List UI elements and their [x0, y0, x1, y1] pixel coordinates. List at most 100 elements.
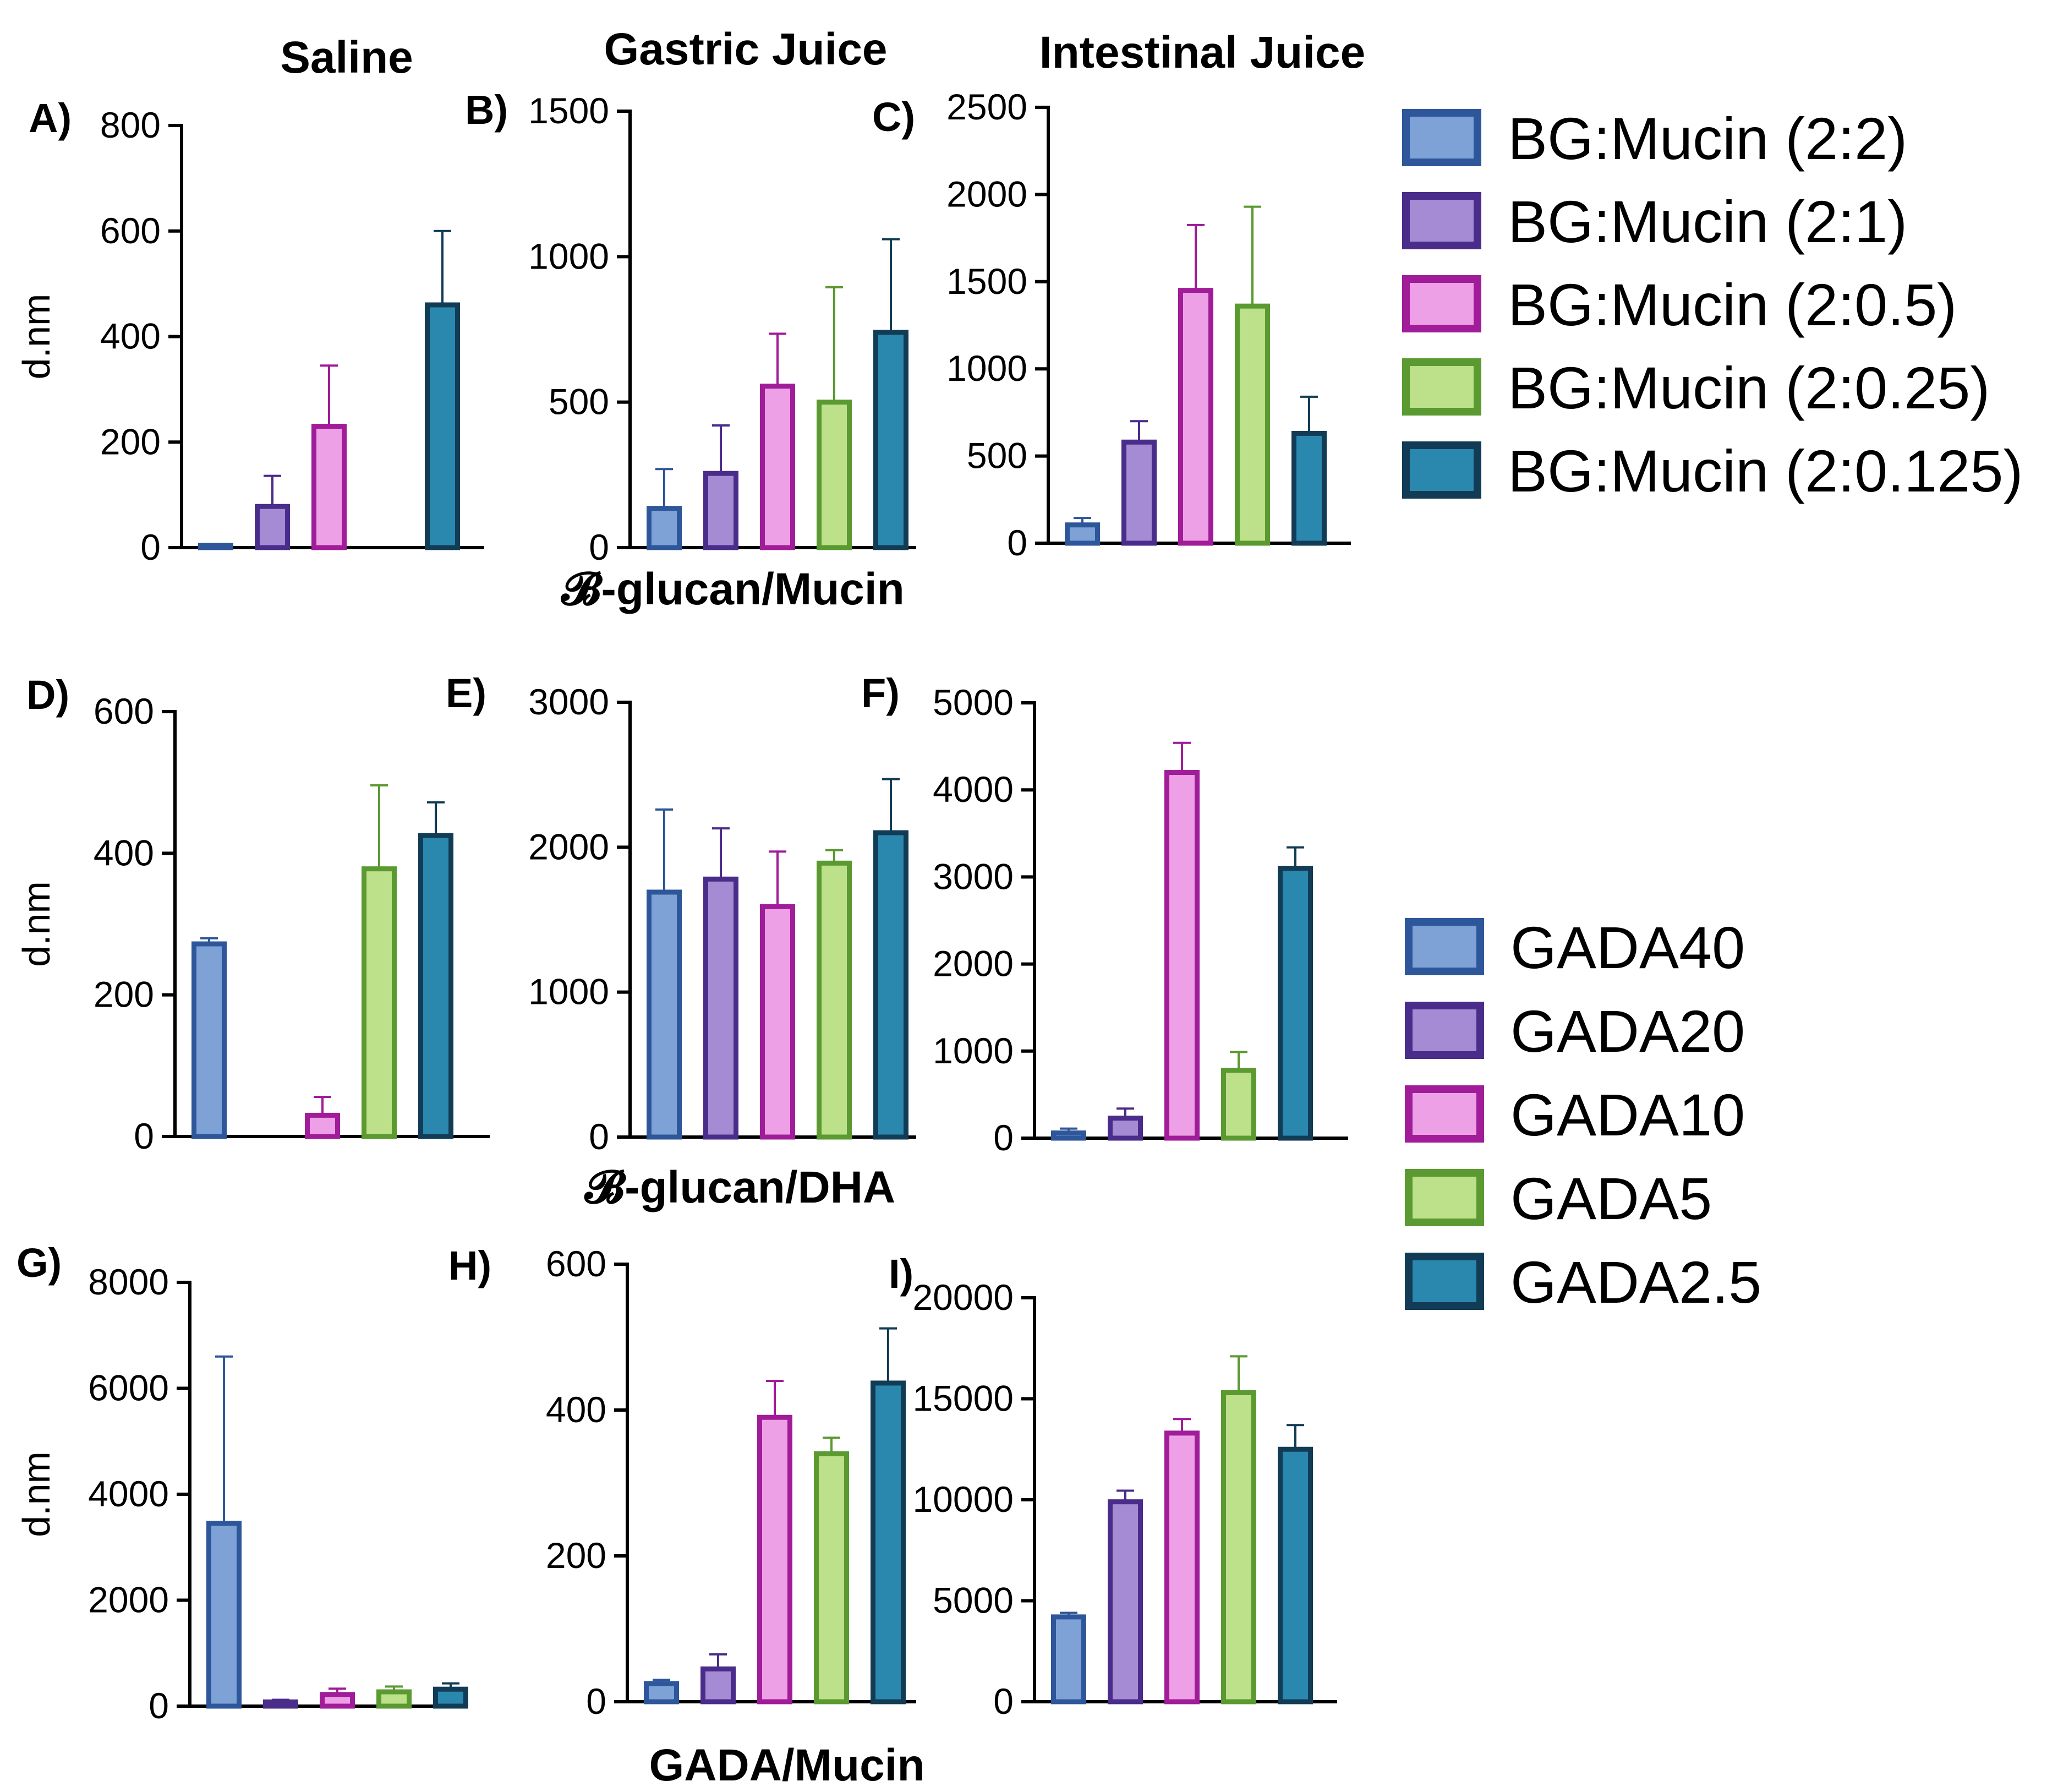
row-xlabel-bglucan-mucin: 𝓑-glucan/Mucin — [560, 564, 905, 614]
y-tick-label: 0 — [993, 1681, 1014, 1722]
y-tick-label: 0 — [149, 1685, 169, 1726]
y-tick-label: 800 — [100, 105, 161, 145]
bar-e-1 — [647, 889, 682, 1140]
y-tick-label: 1500 — [946, 261, 1027, 302]
legend-1: BG:Mucin (2:2) BG:Mucin (2:1) BG:Mucin (2:… — [1402, 105, 2023, 504]
panel-label: I) — [889, 1251, 913, 1297]
y-tick-label: 0 — [1007, 522, 1027, 563]
y-tick-label: 400 — [100, 316, 161, 357]
bar-i-2 — [1108, 1499, 1143, 1704]
y-tick-label: 500 — [967, 435, 1027, 476]
bar-e-4 — [817, 860, 852, 1140]
y-axis-label: d.nm — [15, 1451, 58, 1537]
panel-label: B) — [465, 87, 508, 133]
bar-c-2 — [1121, 439, 1157, 546]
chart-panel-f: 0 1000 2000 3000 4000 5000 F) — [861, 670, 1348, 1158]
legend-label: GADA20 — [1510, 998, 1745, 1064]
y-tick-label: 0 — [589, 527, 609, 567]
bar-e-3 — [760, 904, 795, 1140]
y-tick-label: 500 — [549, 381, 609, 422]
y-tick-label: 1000 — [528, 971, 609, 1012]
y-tick-label: 0 — [134, 1116, 154, 1156]
y-tick-label: 400 — [546, 1389, 606, 1430]
row-xlabel-gada-mucin: GADA/Mucin — [649, 1740, 924, 1790]
y-tick-label: 600 — [546, 1243, 606, 1284]
panel-label: C) — [872, 94, 915, 140]
y-tick-label: 15000 — [912, 1378, 1014, 1419]
y-tick-label: 600 — [94, 691, 154, 731]
bar-h-2 — [700, 1666, 736, 1704]
bar-h-5 — [871, 1380, 906, 1704]
y-tick-label: 5000 — [933, 682, 1014, 723]
row-xlabel-bglucan-dha: 𝓑-glucan/DHA — [584, 1162, 895, 1212]
bar-g-3 — [320, 1692, 355, 1709]
bar-d-1 — [191, 941, 227, 1139]
bar-c-4 — [1235, 303, 1270, 546]
panel-label: D) — [26, 672, 69, 718]
chart-panel-b: 0 500 1000 1500 B) — [465, 87, 916, 567]
bar-d-4 — [362, 866, 397, 1139]
legend-label: BG:Mucin (2:0.25) — [1508, 354, 1990, 421]
bar-a-2 — [255, 504, 290, 550]
y-tick-label: 600 — [100, 210, 161, 251]
bar-g-4 — [376, 1689, 412, 1709]
legend-swatch — [1405, 1085, 1484, 1143]
y-tick-label: 6000 — [88, 1368, 169, 1408]
y-tick-label: 0 — [586, 1681, 606, 1722]
bar-a-3 — [311, 423, 347, 550]
y-axis-label: d.nm — [15, 881, 58, 967]
y-axis-label: d.nm — [15, 294, 58, 380]
bar-e-2 — [703, 876, 738, 1140]
legend-label: BG:Mucin (2:2) — [1508, 105, 1907, 172]
legend-swatch — [1405, 1253, 1484, 1310]
bar-a-5 — [425, 302, 460, 550]
y-tick-label: 2000 — [88, 1580, 169, 1620]
bar-i-5 — [1278, 1446, 1313, 1704]
chart-panel-d: 0 200 400 600 D) d.nm — [15, 672, 490, 1156]
plots-layer: 0 200 400 600 800 A) d.nm 0 500 1000 1500 B) 0 500 100… — [15, 86, 1351, 1726]
bar-g-1 — [206, 1521, 242, 1709]
y-tick-label: 0 — [589, 1116, 609, 1157]
y-tick-label: 200 — [94, 974, 154, 1015]
panel-label: E) — [446, 670, 486, 716]
y-tick-label: 20000 — [912, 1277, 1014, 1318]
chart-panel-c: 0 500 1000 1500 2000 2500 C) — [872, 86, 1351, 563]
y-tick-label: 3000 — [933, 856, 1014, 897]
bar-b-5 — [873, 330, 908, 550]
legend-swatch — [1405, 1169, 1484, 1226]
legend-2: GADA40 GADA20 GADA10 GADA5 GADA2.5 — [1405, 914, 1761, 1315]
y-tick-label: 5000 — [933, 1580, 1014, 1621]
bar-f-1 — [1051, 1130, 1086, 1141]
bar-c-1 — [1065, 522, 1100, 546]
column-title-gastric-juice: Gastric Juice — [604, 24, 887, 74]
bar-b-3 — [760, 384, 795, 550]
bar-i-1 — [1051, 1614, 1086, 1704]
legend-label: GADA2.5 — [1510, 1249, 1761, 1315]
y-tick-label: 1000 — [528, 236, 609, 276]
y-tick-label: 200 — [546, 1535, 606, 1576]
y-tick-label: 400 — [94, 832, 154, 873]
legend-label: GADA10 — [1510, 1081, 1745, 1148]
legend-label: GADA5 — [1510, 1165, 1712, 1232]
y-tick-label: 4000 — [88, 1473, 169, 1514]
bar-i-4 — [1221, 1390, 1256, 1704]
y-tick-label: 8000 — [88, 1261, 169, 1302]
bar-b-2 — [703, 471, 738, 550]
legend-label: BG:Mucin (2:0.125) — [1508, 438, 2023, 504]
bar-d-5 — [418, 833, 453, 1139]
y-tick-label: 2000 — [528, 826, 609, 867]
legend-label: GADA40 — [1510, 914, 1745, 981]
bar-c-5 — [1291, 430, 1327, 546]
legend-swatch — [1402, 192, 1481, 249]
bar-c-3 — [1178, 288, 1213, 546]
y-tick-label: 1000 — [933, 1030, 1014, 1071]
y-tick-label: 0 — [140, 527, 161, 567]
bar-f-3 — [1164, 770, 1200, 1141]
chart-panel-a: 0 200 400 600 800 A) d.nm — [15, 95, 484, 567]
bar-f-5 — [1278, 866, 1313, 1141]
bar-b-4 — [817, 400, 852, 550]
panel-label: H) — [448, 1243, 491, 1288]
y-tick-label: 2000 — [946, 173, 1027, 214]
chart-panel-h: 0 200 400 600 H) — [448, 1243, 916, 1722]
